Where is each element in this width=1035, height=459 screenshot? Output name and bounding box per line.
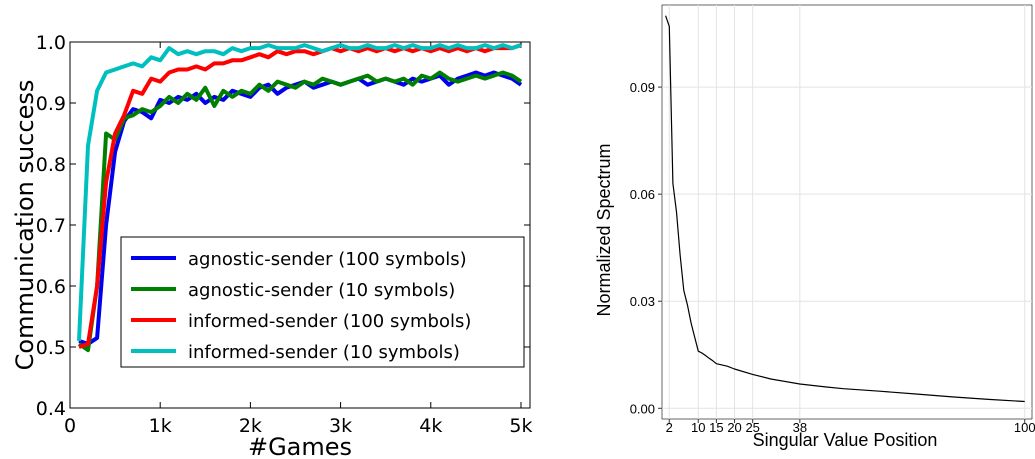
left-chart: 0 1k 2k 3k 4k 5k 0.4 0.5 0.6 0.7 0.8 0.9 1.0 #Games… — [11, 32, 533, 459]
legend-label: informed-sender (100 symbols) — [188, 311, 471, 332]
right-x-tick-label: 2 — [666, 420, 673, 435]
right-y-ticks: 0.00 0.03 0.06 0.09 — [630, 80, 662, 416]
right-grid — [662, 5, 1032, 419]
left-x-axis-label: #Games — [248, 433, 352, 459]
left-y-tick-label: 0.4 — [36, 398, 66, 420]
left-x-tick-label: 2k — [239, 415, 262, 437]
right-plot-panel — [661, 4, 1033, 420]
legend-box — [120, 236, 525, 368]
right-series-lines — [665, 15, 1025, 403]
left-x-tick-label: 4k — [419, 415, 442, 437]
spectrum-line — [665, 15, 1025, 403]
left-y-tick-label: 0.7 — [36, 215, 66, 237]
right-x-tick-label: 15 — [709, 420, 723, 435]
left-x-tick-label: 5k — [509, 415, 532, 437]
left-x-tick-label: 0 — [64, 415, 76, 437]
legend-label: informed-sender (10 symbols) — [188, 342, 460, 363]
right-x-tick-label: 100 — [1014, 420, 1035, 435]
right-y-tick-label: 0.09 — [630, 80, 655, 95]
right-x-tick-label: 20 — [727, 420, 741, 435]
left-series-lines — [77, 43, 523, 353]
legend-label: agnostic-sender (100 symbols) — [188, 249, 467, 270]
left-y-tick-label: 0.6 — [36, 276, 66, 298]
series-line — [77, 70, 523, 353]
legend: agnostic-sender (100 symbols) agnostic-se… — [120, 236, 525, 368]
right-x-axis-label: Singular Value Position — [753, 430, 938, 450]
right-y-tick-label: 0.03 — [630, 294, 655, 309]
left-x-ticks: 0 1k 2k 3k 4k 5k — [64, 42, 533, 437]
right-x-tick-label: 25 — [745, 420, 759, 435]
right-chart: 2 10 15 20 25 38 100 0.00 0.03 0.06 0.09 Singular… — [594, 4, 1035, 450]
left-y-tick-label: 0.8 — [36, 154, 66, 176]
legend-label: agnostic-sender (10 symbols) — [188, 280, 455, 301]
right-x-ticks: 2 10 15 20 25 38 100 — [666, 419, 1035, 435]
series-line — [78, 43, 522, 349]
left-y-tick-label: 1.0 — [36, 32, 66, 54]
right-x-tick-label: 10 — [691, 420, 705, 435]
left-x-tick-label: 3k — [329, 415, 352, 437]
left-y-axis-label: Communication success — [11, 80, 39, 371]
left-y-ticks: 0.4 0.5 0.6 0.7 0.8 0.9 1.0 — [36, 32, 530, 420]
right-x-tick-label: 38 — [793, 420, 807, 435]
right-y-axis-label: Normalized Spectrum — [594, 143, 614, 316]
left-x-tick-label: 1k — [149, 415, 172, 437]
right-y-tick-label: 0.06 — [630, 187, 655, 202]
right-y-tick-label: 0.00 — [630, 401, 655, 416]
left-y-tick-label: 0.9 — [36, 93, 66, 115]
left-y-tick-label: 0.5 — [36, 337, 66, 359]
series-line — [77, 43, 522, 341]
